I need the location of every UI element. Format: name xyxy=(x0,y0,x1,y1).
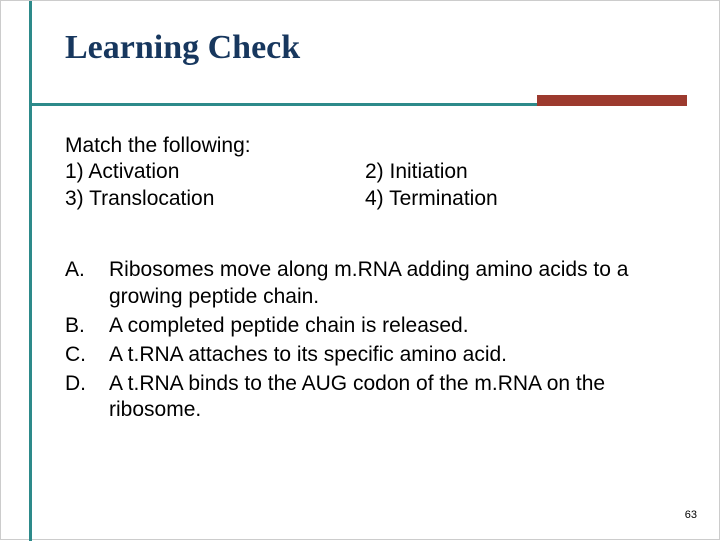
answer-letter: A. xyxy=(65,257,109,311)
term-4: 4) Termination xyxy=(365,186,665,212)
term-columns: 1) Activation 3) Translocation 2) Initia… xyxy=(65,159,665,212)
answer-row: B. A completed peptide chain is released… xyxy=(65,313,677,340)
answer-row: D. A t.RNA binds to the AUG codon of the… xyxy=(65,371,677,425)
horizontal-rule-right-thick xyxy=(537,95,687,106)
left-vertical-rule xyxy=(29,1,32,541)
answer-letter: C. xyxy=(65,342,109,369)
horizontal-rule-left xyxy=(29,103,537,106)
answer-text: Ribosomes move along m.RNA adding amino … xyxy=(109,257,677,311)
term-col-left: 1) Activation 3) Translocation xyxy=(65,159,365,212)
slide-title: Learning Check xyxy=(65,29,300,67)
answer-letter: D. xyxy=(65,371,109,425)
answer-row: C. A t.RNA attaches to its specific amin… xyxy=(65,342,677,369)
intro-block: Match the following: 1) Activation 3) Tr… xyxy=(65,133,665,212)
term-1: 1) Activation xyxy=(65,159,365,185)
intro-text: Match the following: xyxy=(65,133,665,159)
term-col-right: 2) Initiation 4) Termination xyxy=(365,159,665,212)
term-3: 3) Translocation xyxy=(65,186,365,212)
page-number: 63 xyxy=(685,509,697,521)
slide: Learning Check Match the following: 1) A… xyxy=(0,0,720,540)
answer-text: A completed peptide chain is released. xyxy=(109,313,677,340)
answer-text: A t.RNA attaches to its specific amino a… xyxy=(109,342,677,369)
answer-text: A t.RNA binds to the AUG codon of the m.… xyxy=(109,371,677,425)
answer-row: A. Ribosomes move along m.RNA adding ami… xyxy=(65,257,677,311)
answer-list: A. Ribosomes move along m.RNA adding ami… xyxy=(65,257,677,426)
answer-letter: B. xyxy=(65,313,109,340)
term-2: 2) Initiation xyxy=(365,159,665,185)
